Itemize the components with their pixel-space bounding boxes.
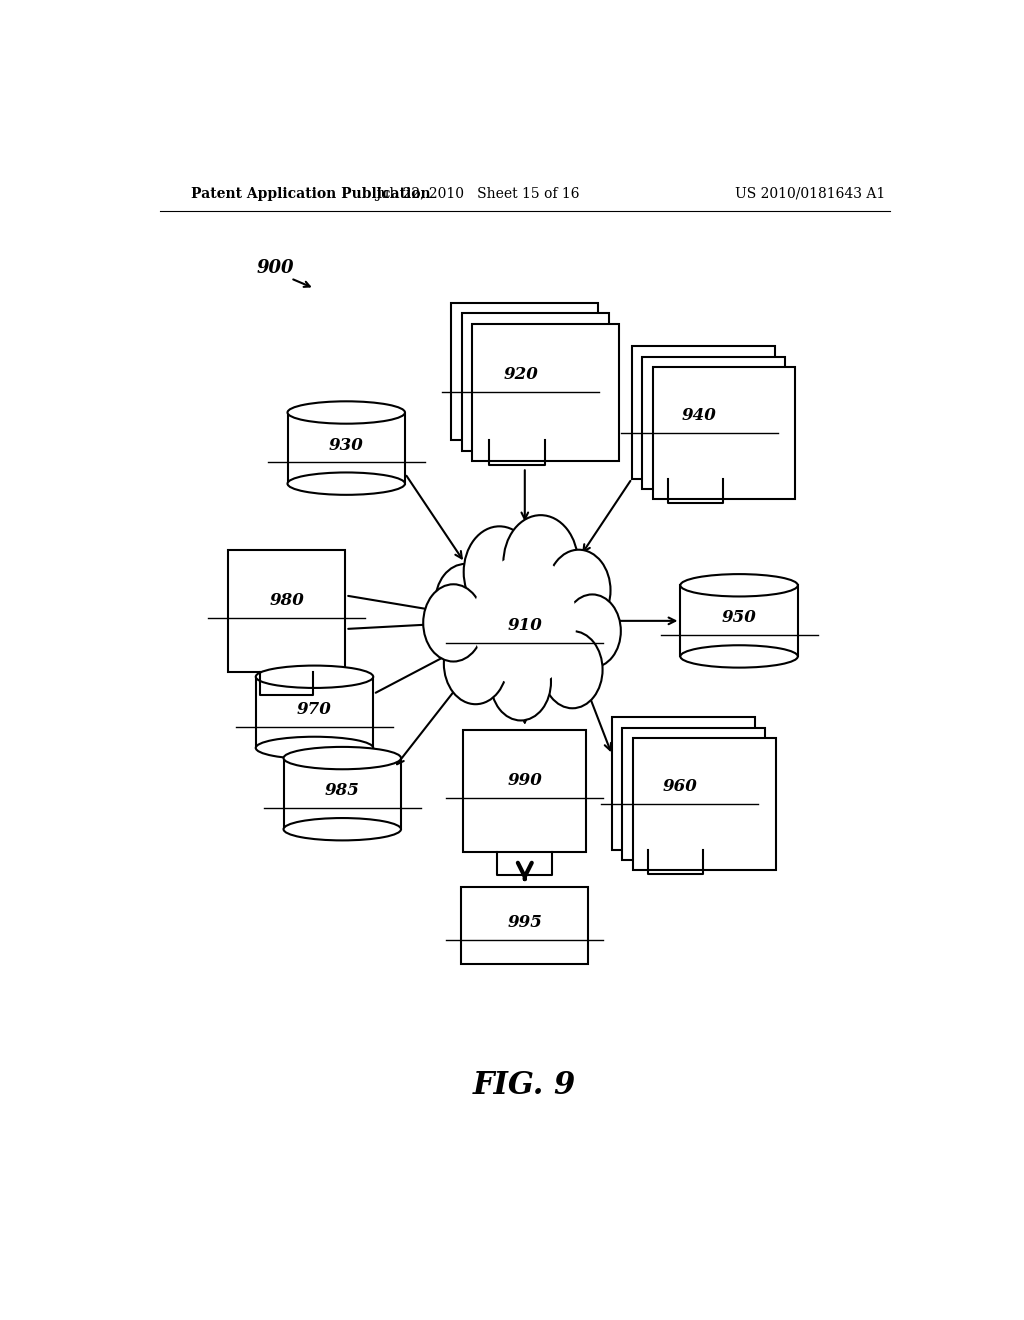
- Text: 970: 970: [297, 701, 332, 718]
- Text: 995: 995: [507, 915, 543, 931]
- Bar: [623, 727, 765, 859]
- Circle shape: [473, 554, 577, 686]
- Ellipse shape: [256, 665, 373, 688]
- Circle shape: [423, 585, 483, 661]
- Bar: [680, 585, 798, 656]
- Ellipse shape: [288, 473, 404, 495]
- Text: 930: 930: [329, 437, 364, 454]
- Bar: [452, 304, 598, 441]
- Text: 960: 960: [663, 777, 697, 795]
- Circle shape: [443, 623, 507, 704]
- Circle shape: [543, 631, 602, 709]
- Bar: [228, 549, 345, 672]
- Text: 900: 900: [256, 259, 294, 277]
- Circle shape: [464, 527, 536, 618]
- Circle shape: [563, 594, 621, 668]
- Bar: [472, 323, 618, 461]
- Text: 920: 920: [504, 367, 539, 383]
- Ellipse shape: [680, 574, 798, 597]
- Bar: [612, 718, 755, 850]
- Bar: [462, 313, 608, 450]
- Text: 980: 980: [269, 593, 304, 609]
- Ellipse shape: [284, 747, 401, 770]
- Circle shape: [435, 564, 496, 642]
- Polygon shape: [454, 554, 596, 686]
- Bar: [633, 738, 775, 870]
- Text: Patent Application Publication: Patent Application Publication: [191, 187, 431, 201]
- Text: 940: 940: [682, 407, 717, 424]
- Text: FIG. 9: FIG. 9: [473, 1069, 577, 1101]
- Bar: [463, 730, 587, 851]
- Bar: [288, 413, 404, 483]
- Bar: [632, 346, 775, 479]
- Ellipse shape: [284, 818, 401, 841]
- Bar: [461, 887, 588, 965]
- Ellipse shape: [680, 645, 798, 668]
- Bar: [642, 356, 785, 488]
- Circle shape: [504, 515, 578, 611]
- Bar: [284, 758, 401, 829]
- Circle shape: [490, 643, 551, 721]
- Ellipse shape: [256, 737, 373, 759]
- Text: 950: 950: [722, 610, 757, 626]
- Text: US 2010/0181643 A1: US 2010/0181643 A1: [735, 187, 886, 201]
- Bar: [256, 677, 373, 748]
- Bar: [652, 367, 796, 499]
- Text: 990: 990: [507, 772, 543, 789]
- Ellipse shape: [288, 401, 404, 424]
- Text: 985: 985: [325, 783, 359, 799]
- Circle shape: [547, 549, 610, 631]
- Text: 910: 910: [507, 618, 543, 635]
- Text: Jul. 22, 2010   Sheet 15 of 16: Jul. 22, 2010 Sheet 15 of 16: [375, 187, 580, 201]
